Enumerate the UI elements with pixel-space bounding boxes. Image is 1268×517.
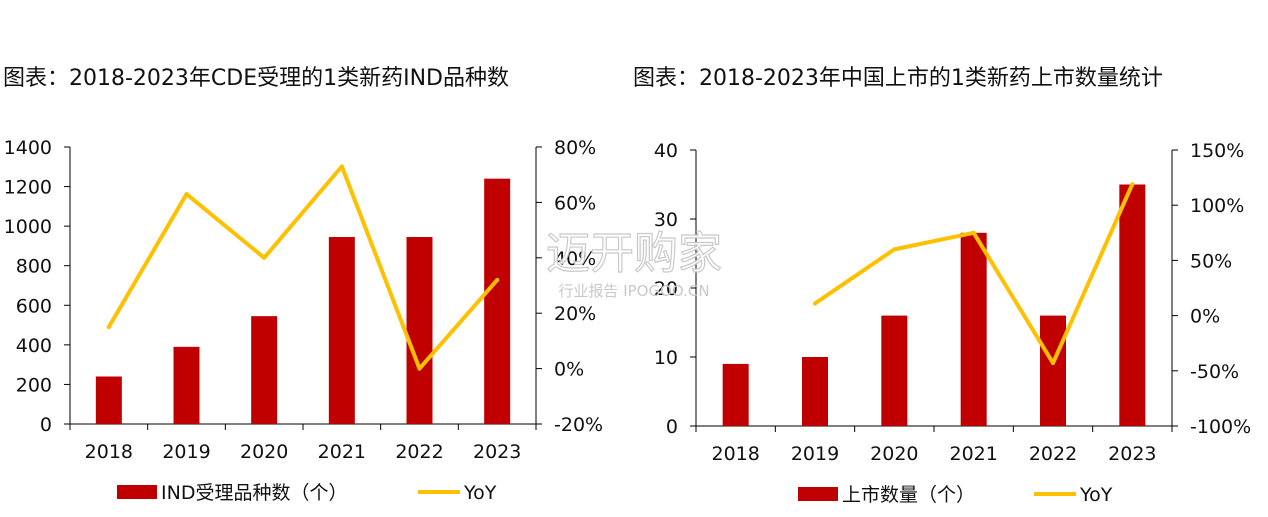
legend-bar-label: 上市数量（个） <box>842 484 975 506</box>
yoy-point-2018 <box>106 325 111 330</box>
launch-combo-chart: 0 10 20 30 40 -100% -50% 0% 50% 100% 150% 2018 2019 2… <box>654 140 1251 506</box>
y-left-tick-label: 10 <box>654 347 678 369</box>
bar-2022 <box>406 237 433 424</box>
y-right-tick-label: 20% <box>554 303 596 325</box>
y-left-tick-label: 0 <box>666 416 678 438</box>
y-left-tick-label: 40 <box>654 140 678 162</box>
x-tick-label: 2018 <box>85 441 133 463</box>
bar-2023 <box>1119 184 1146 426</box>
yoy-point-2019 <box>184 192 189 197</box>
bar-2020 <box>251 316 278 424</box>
bar-2021 <box>960 232 987 426</box>
x-tick-label: 2018 <box>711 443 759 465</box>
yoy-point-2022 <box>417 366 422 371</box>
y-right-tick-label: 150% <box>1190 140 1244 162</box>
yoy-line <box>106 164 500 371</box>
y-left-tick-label: 0 <box>40 414 52 436</box>
legend-bar-swatch <box>117 485 157 499</box>
y-left-tick-label: 1400 <box>4 137 52 159</box>
y-left-tick-label: 200 <box>16 374 52 396</box>
y-left-tick-label: 1000 <box>4 216 52 238</box>
x-tick-label: 2021 <box>318 441 366 463</box>
y-right-tick-label: 0% <box>1190 306 1220 328</box>
x-tick-label: 2020 <box>240 441 288 463</box>
y-right-tick-label: 50% <box>1190 250 1232 272</box>
yoy-point-2022 <box>1051 361 1055 366</box>
legend-bar-label: IND受理品种数（个） <box>161 482 347 504</box>
yoy-point-2020 <box>262 255 267 260</box>
x-tick-label: 2023 <box>1108 443 1156 465</box>
yoy-point-2023 <box>1130 182 1135 187</box>
legend-bar-swatch <box>798 487 838 501</box>
x-tick-label: 2023 <box>473 441 521 463</box>
legend-line-label: YoY <box>463 482 497 504</box>
bar-2023 <box>484 178 511 424</box>
y-left-tick-label: 20 <box>654 278 678 300</box>
yoy-point-2021 <box>971 230 976 235</box>
yoy-point-2019 <box>813 301 817 306</box>
y-right-tick-label: 0% <box>554 359 584 381</box>
bar-2019 <box>173 346 200 424</box>
ind-combo-chart: 0 200 400 600 800 1000 1200 1400 -20% 0% 20% 40% 60%… <box>4 137 603 504</box>
y-left-tick-label: 600 <box>16 295 52 317</box>
bar-2018 <box>722 363 749 426</box>
yoy-point-2021 <box>339 164 344 169</box>
y-left-tick-label: 800 <box>16 256 52 278</box>
chart-title-ind: 图表：2018-2023年CDE受理的1类新药IND品种数 <box>3 66 510 91</box>
yoy-point-2023 <box>495 277 500 282</box>
x-tick-label: 2021 <box>949 443 997 465</box>
y-right-tick-label: -100% <box>1190 416 1251 438</box>
y-right-tick-label: 60% <box>554 192 596 214</box>
x-tick-label: 2019 <box>791 443 839 465</box>
y-right-tick-label: -50% <box>1190 361 1239 383</box>
x-tick-label: 2019 <box>162 441 210 463</box>
y-left-tick-label: 30 <box>654 209 678 231</box>
y-left-tick-label: 400 <box>16 335 52 357</box>
x-tick-label: 2020 <box>870 443 918 465</box>
y-right-tick-label: 40% <box>554 248 596 270</box>
yoy-point-2020 <box>892 247 897 252</box>
chart-title-launch: 图表：2018-2023年中国上市的1类新药上市数量统计 <box>633 66 1163 91</box>
bar-2019 <box>802 357 828 426</box>
x-tick-label: 2022 <box>395 441 443 463</box>
y-right-tick-label: -20% <box>554 414 603 436</box>
legend-line-label: YoY <box>1079 484 1113 506</box>
bar-2018 <box>95 376 122 424</box>
bar-2021 <box>328 237 355 424</box>
y-left-tick-label: 1200 <box>4 177 52 199</box>
bar-2020 <box>881 315 908 426</box>
y-right-tick-label: 100% <box>1190 195 1244 217</box>
x-tick-label: 2022 <box>1029 443 1077 465</box>
y-right-tick-label: 80% <box>554 137 596 159</box>
bar-2022 <box>1040 315 1066 426</box>
